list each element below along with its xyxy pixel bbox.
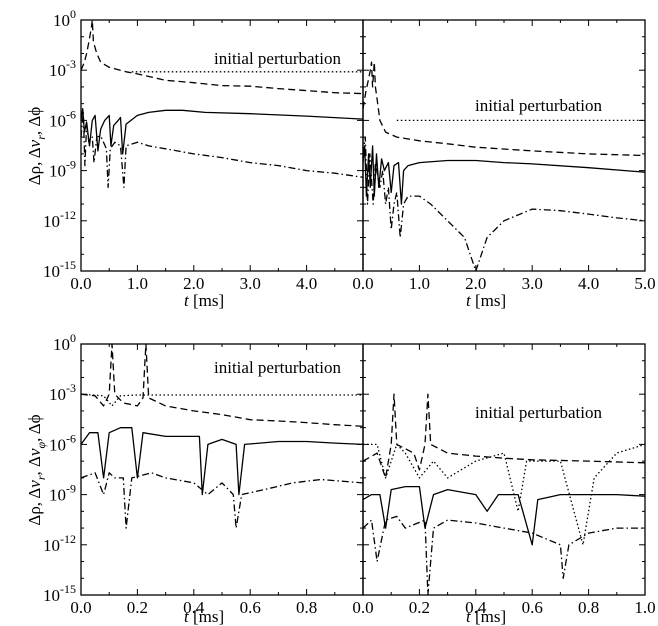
y-tick-label: 10-6 [49, 431, 76, 454]
x-axis-label-bottom-right: t [ms] [466, 607, 506, 626]
y-tick-label: 10-9 [49, 482, 76, 505]
axes-frame-bottom-right [362, 343, 646, 596]
annotation-initial-perturbation: initial perturbation [475, 403, 602, 422]
y-tick-label: 10-12 [43, 532, 76, 555]
x-tick-label: 0.8 [296, 598, 317, 617]
annotation-initial-perturbation: initial perturbation [214, 49, 341, 68]
series-dashdot-bottom-right [362, 515, 645, 596]
series-solid-bottom-left [80, 427, 364, 496]
x-tick-label: 1.0 [127, 274, 148, 293]
series-dotted-bottom-right [363, 443, 646, 546]
series-dashdot-top-right [362, 136, 646, 272]
x-tick-label: 4.0 [296, 274, 317, 293]
series-dashed-bottom-left [80, 343, 364, 427]
x-tick-label: 3.0 [522, 274, 543, 293]
x-tick-label: 2.0 [183, 274, 204, 293]
x-tick-label: 0.0 [352, 274, 373, 293]
series-dotted-bottom-left [80, 393, 363, 407]
annotation-initial-perturbation: initial perturbation [475, 96, 602, 115]
y-tick-label: 10-9 [49, 158, 76, 181]
axes-frame-top-right [362, 19, 646, 272]
series-dashdot-bottom-left [80, 472, 364, 529]
x-tick-label: 0.4 [465, 598, 487, 617]
series-dashed-top-left [80, 19, 364, 95]
x-tick-label: 1.0 [634, 598, 655, 617]
y-tick-label: 100 [53, 7, 76, 30]
x-tick-label: 0.2 [409, 598, 430, 617]
panel-top-left: initial perturbation t [ms] Δρ, Δvr, Δϕ … [25, 7, 364, 310]
series-dashdot-top-left [80, 111, 364, 188]
x-tick-label: 0.4 [183, 598, 205, 617]
x-axis-label-top-right: t [ms] [466, 291, 506, 310]
x-tick-label: 0.0 [352, 598, 373, 617]
y-axis-label-bottom: Δρ, Δvr, Δvφ, Δϕ [25, 414, 48, 525]
series-solid-top-right [362, 145, 646, 205]
x-tick-label: 0.2 [127, 598, 148, 617]
x-tick-label: 0.0 [70, 274, 91, 293]
series-solid-bottom-right [362, 485, 646, 546]
x-axis-label-bottom-left: t [ms] [184, 607, 224, 626]
series-dashed-top-right [362, 61, 646, 157]
y-tick-label: 10-3 [49, 381, 76, 404]
x-tick-label: 0.0 [70, 598, 91, 617]
x-tick-label: 0.6 [240, 598, 261, 617]
panel-bottom-left: initial perturbation t [ms] Δρ, Δvr, Δvφ… [25, 331, 364, 626]
x-tick-label: 0.6 [522, 598, 543, 617]
series-solid-top-left [80, 108, 364, 155]
axes-frame-bottom-left [80, 343, 364, 596]
y-tick-label: 10-15 [43, 582, 76, 605]
y-tick-label: 10-12 [43, 208, 76, 231]
plot-area-top-right [362, 61, 646, 272]
x-tick-label: 0.8 [578, 598, 599, 617]
panel-bottom-right: initial perturbation t [ms] 0.0 0.2 0.4 0.6… [352, 343, 656, 626]
x-tick-label: 4.0 [578, 274, 599, 293]
y-tick-label: 10-6 [49, 107, 76, 130]
y-tick-label: 100 [53, 331, 76, 354]
plot-area-bottom-right [362, 393, 646, 596]
y-axis-label-top: Δρ, Δvr, Δϕ [25, 107, 48, 186]
x-tick-label: 5.0 [634, 274, 655, 293]
x-tick-label: 1.0 [409, 274, 430, 293]
x-axis-label-top-left: t [ms] [184, 291, 224, 310]
y-tick-label: 10-3 [49, 57, 76, 80]
plot-area-top-left [80, 19, 364, 188]
x-tick-label: 3.0 [240, 274, 261, 293]
x-tick-label: 2.0 [465, 274, 486, 293]
panel-top-right: initial perturbation t [ms] 0.0 1.0 2.0 3.0… [352, 19, 656, 310]
annotation-initial-perturbation: initial perturbation [214, 358, 341, 377]
y-tick-label: 10-15 [43, 258, 76, 281]
